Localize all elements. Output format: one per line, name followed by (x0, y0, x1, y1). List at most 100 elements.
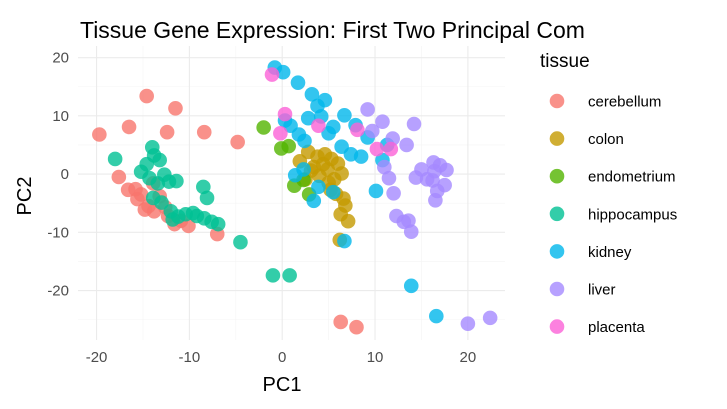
data-point (92, 127, 107, 142)
x-tick-label: -10 (179, 349, 201, 366)
y-tick-label: 20 (52, 50, 69, 67)
data-point (337, 233, 352, 249)
legend-item-placenta: placenta (549, 319, 645, 336)
series-liver (360, 102, 498, 331)
data-point (144, 139, 160, 155)
tick-labels: -20 -10 0 10 20 -20 -10 0 10 20 (47, 50, 476, 366)
chart-title: Tissue Gene Expression: First Two Princi… (80, 17, 585, 43)
data-point (196, 179, 211, 195)
x-axis-label: PC1 (263, 374, 302, 396)
x-tick-label: 10 (367, 349, 384, 366)
data-point (429, 308, 444, 324)
data-point (273, 126, 288, 141)
data-point (196, 124, 212, 140)
data-point (304, 87, 320, 102)
data-point (350, 122, 365, 138)
data-point (364, 123, 380, 139)
data-point (165, 212, 180, 227)
data-point (321, 126, 336, 141)
data-point (399, 137, 414, 153)
data-point (133, 187, 149, 202)
legend-item-kidney: kidney (549, 244, 632, 261)
legend: tissue cerebellum colon endometrium hippoca… (540, 51, 677, 336)
data-point (428, 192, 443, 208)
data-point (317, 92, 333, 108)
legend-item-liver: liver (549, 281, 616, 299)
data-point (306, 193, 322, 209)
data-point (325, 184, 341, 200)
data-point (401, 213, 416, 228)
data-point (439, 162, 454, 178)
y-tick-label: -10 (47, 224, 69, 241)
data-point (168, 100, 183, 116)
legend-label: placenta (588, 319, 645, 336)
data-point (333, 314, 348, 330)
data-point (460, 316, 476, 331)
legend-key (549, 206, 565, 222)
data-point (297, 133, 312, 149)
legend-item-cerebellum: cerebellum (549, 94, 661, 111)
legend-key (549, 319, 565, 334)
data-point (340, 213, 356, 229)
data-point (408, 170, 424, 185)
data-point (159, 124, 175, 140)
legend-label: kidney (588, 244, 632, 261)
data-point (296, 162, 311, 177)
data-point (403, 224, 419, 240)
data-point (311, 118, 326, 134)
data-point (406, 116, 422, 132)
data-point (377, 159, 392, 175)
data-point (107, 151, 123, 167)
points-layer (92, 60, 498, 335)
data-point (199, 190, 215, 206)
data-point (230, 134, 245, 150)
y-tick-label: -20 (47, 283, 69, 300)
data-point (349, 319, 364, 335)
data-point (383, 141, 399, 157)
legend-label: endometrium (588, 169, 676, 186)
data-point (403, 278, 419, 294)
y-tick-label: 0 (61, 166, 69, 183)
data-point (181, 218, 196, 234)
x-tick-label: 0 (278, 349, 286, 366)
data-point (337, 107, 352, 123)
data-point (317, 146, 333, 162)
data-point (256, 120, 271, 135)
legend-key (549, 131, 565, 146)
legend-label: colon (588, 131, 624, 148)
data-point (210, 216, 226, 232)
legend-items: cerebellum colon endometrium hippocampus kid… (549, 94, 677, 336)
data-point (139, 88, 154, 104)
legend-key (549, 281, 565, 297)
data-point (277, 106, 293, 122)
legend-item-colon: colon (549, 131, 624, 148)
data-point (353, 149, 369, 164)
data-point (300, 110, 316, 126)
legend-key (549, 244, 565, 259)
data-point (189, 208, 205, 224)
data-point (368, 183, 384, 199)
data-point (111, 169, 127, 185)
data-point (265, 268, 281, 283)
data-point (482, 310, 498, 326)
legend-key (549, 168, 565, 184)
y-axis-label: PC2 (14, 177, 36, 216)
legend-item-hippocampus: hippocampus (549, 206, 677, 223)
data-point (264, 67, 280, 82)
series-placenta (264, 67, 399, 157)
data-point (311, 179, 326, 195)
data-point (233, 234, 248, 250)
legend-title: tissue (540, 51, 590, 72)
data-point (386, 185, 401, 201)
data-point (282, 268, 297, 283)
data-point (312, 168, 327, 184)
data-point (360, 102, 375, 117)
x-tick-label: 20 (460, 349, 477, 366)
data-point (375, 114, 390, 129)
legend-label: hippocampus (588, 206, 677, 223)
data-point (281, 138, 297, 154)
data-point (152, 152, 167, 168)
data-point (154, 195, 169, 210)
data-point (334, 166, 349, 181)
